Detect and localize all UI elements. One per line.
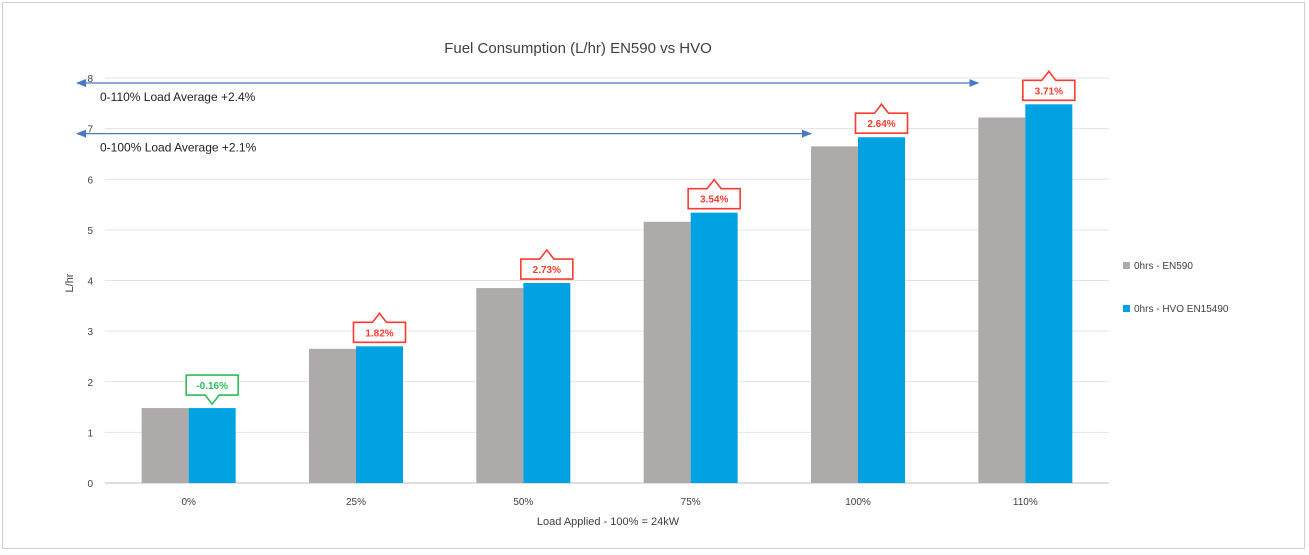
x-tick-label: 75% <box>681 497 701 508</box>
callout-label: -0.16% <box>196 381 228 392</box>
bars <box>141 104 1073 484</box>
average-label: 0-110% Load Average +2.4% <box>100 90 256 104</box>
y-tick-label: 0 <box>87 479 93 490</box>
difference-callouts: -0.16% 1.82% 2.73% 3.54% 2.64% 3.71% <box>185 70 1076 406</box>
difference-callout: 3.71% <box>1022 70 1076 102</box>
callout-box <box>854 102 909 135</box>
bar-hvo <box>523 283 571 483</box>
y-tick-label: 2 <box>87 378 93 389</box>
callout-box <box>352 312 407 344</box>
legend-label: 0hrs - EN590 <box>1134 261 1193 272</box>
difference-callout: -0.16% <box>185 374 239 406</box>
difference-callout: 2.64% <box>854 102 909 135</box>
y-tick-label: 4 <box>87 277 93 288</box>
x-tick-label: 100% <box>845 497 871 508</box>
legend-swatch <box>1123 262 1130 269</box>
bar-en590 <box>476 288 524 483</box>
callout-box <box>687 178 741 210</box>
callout-box <box>185 374 239 406</box>
callout-label: 1.82% <box>365 328 393 339</box>
y-axis-label: L/hr <box>64 273 76 292</box>
difference-callout: 1.82% <box>352 312 407 344</box>
bar-en590 <box>141 408 189 483</box>
bar-en590 <box>643 221 691 483</box>
callout-box <box>1022 70 1076 102</box>
gridlines <box>105 77 1109 484</box>
average-annotations: 0-110% Load Average +2.4% 0-100% Load Ave… <box>76 79 980 155</box>
difference-callout: 2.73% <box>520 248 574 280</box>
callout-label: 2.73% <box>533 265 561 276</box>
fuel-consumption-chart: Fuel Consumption (L/hr) EN590 vs HVO 0 1 2… <box>64 40 1229 528</box>
x-tick-label: 0% <box>181 497 196 508</box>
average-label: 0-100% Load Average +2.1% <box>100 141 257 155</box>
y-tick-label: 3 <box>87 327 93 338</box>
bar-en590 <box>309 348 356 483</box>
legend: 0hrs - EN590 0hrs - HVO EN15490 <box>1123 261 1229 315</box>
callout-label: 3.71% <box>1035 86 1063 97</box>
callout-label: 2.64% <box>867 119 895 130</box>
bar-hvo <box>188 408 236 483</box>
x-axis-ticks: 0% 25% 50% 75% 100% 110% <box>181 497 1037 508</box>
legend-swatch <box>1123 305 1130 312</box>
x-tick-label: 50% <box>513 497 533 508</box>
y-tick-label: 1 <box>87 428 93 439</box>
legend-label: 0hrs - HVO EN15490 <box>1134 304 1229 315</box>
bar-hvo <box>858 137 905 483</box>
bar-hvo <box>690 212 738 483</box>
bar-hvo <box>1025 104 1073 483</box>
x-tick-label: 110% <box>1013 497 1038 508</box>
bar-hvo <box>356 346 403 483</box>
y-tick-label: 6 <box>87 175 93 186</box>
callout-label: 3.54% <box>700 195 728 206</box>
x-axis-label: Load Applied - 100% = 24kW <box>537 516 680 528</box>
x-tick-label: 25% <box>346 497 366 508</box>
bar-en590 <box>978 117 1026 484</box>
callout-box <box>520 248 574 280</box>
chart-title: Fuel Consumption (L/hr) EN590 vs HVO <box>444 40 712 57</box>
y-tick-label: 5 <box>87 226 93 237</box>
bar-en590 <box>811 146 858 483</box>
difference-callout: 3.54% <box>687 178 741 210</box>
